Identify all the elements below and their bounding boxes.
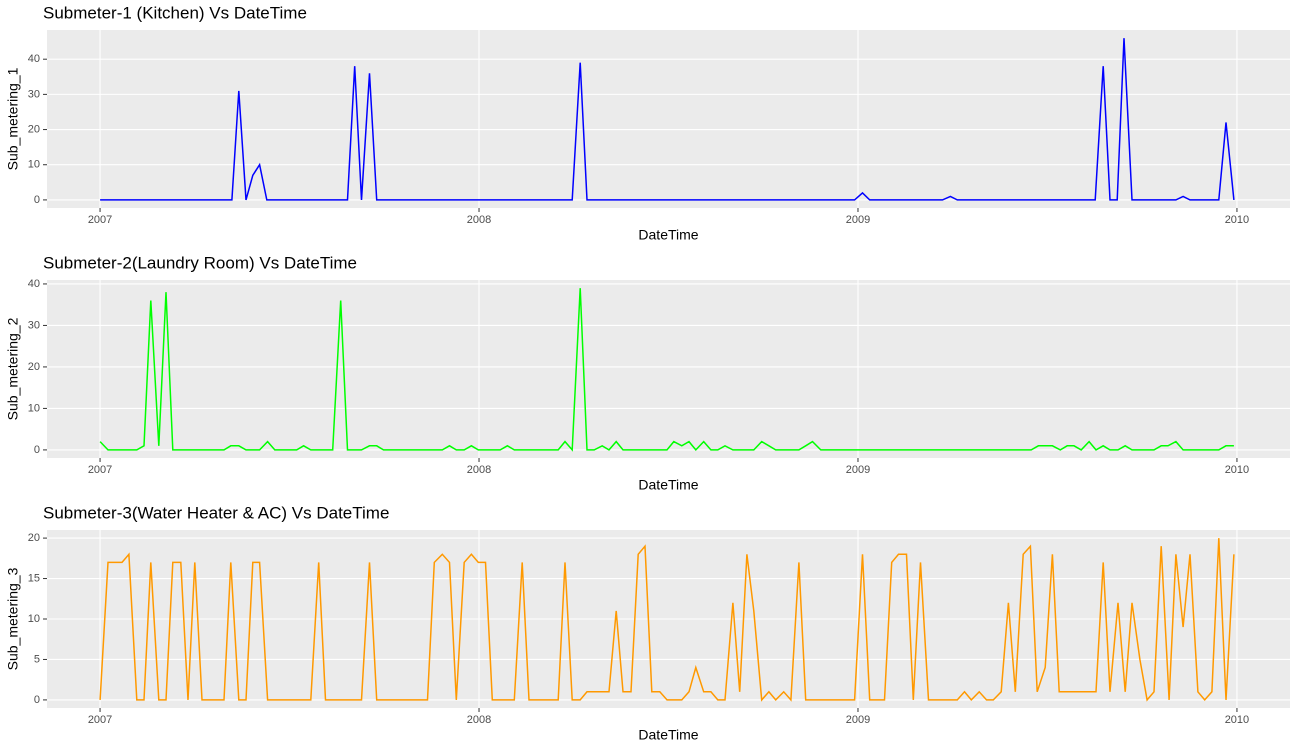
x-tick-label: 2010	[1225, 464, 1249, 476]
y-tick-label: 0	[34, 694, 40, 706]
chart-title: Submeter-1 (Kitchen) Vs DateTime	[43, 3, 307, 22]
y-tick-label: 10	[28, 159, 40, 171]
y-tick-label: 0	[34, 194, 40, 206]
y-tick-label: 40	[28, 278, 40, 290]
data-line	[99, 288, 1234, 452]
x-tick-label: 2010	[1225, 714, 1249, 726]
x-tick-label: 2007	[88, 714, 112, 726]
x-axis-title: DateTime	[638, 477, 698, 493]
chart-title: Submeter-3(Water Heater & AC) Vs DateTim…	[43, 503, 389, 522]
data-line	[99, 538, 1235, 702]
y-tick-label: 15	[28, 572, 40, 584]
y-tick-label: 20	[28, 361, 40, 373]
y-tick-label: 30	[28, 88, 40, 100]
x-tick-label: 2008	[467, 714, 491, 726]
x-tick-label: 2008	[467, 214, 491, 226]
y-tick-label: 20	[28, 123, 40, 135]
y-tick-label: 5	[34, 653, 40, 665]
x-tick-label: 2009	[846, 464, 870, 476]
y-axis-title: Sub_metering_3	[5, 567, 21, 670]
y-tick-label: 10	[28, 402, 40, 414]
y-axis-title: Sub_metering_1	[5, 67, 21, 170]
x-axis-title: DateTime	[638, 227, 698, 243]
x-tick-label: 2008	[467, 464, 491, 476]
y-tick-label: 40	[28, 53, 40, 65]
x-tick-label: 2009	[846, 214, 870, 226]
chart-title: Submeter-2(Laundry Room) Vs DateTime	[43, 253, 357, 272]
y-tick-label: 20	[28, 532, 40, 544]
x-axis-title: DateTime	[638, 727, 698, 743]
x-tick-label: 2010	[1225, 214, 1249, 226]
x-tick-label: 2007	[88, 464, 112, 476]
y-tick-label: 30	[28, 319, 40, 331]
plot-panel	[47, 280, 1290, 458]
y-tick-label: 10	[28, 613, 40, 625]
data-line	[100, 38, 1235, 201]
x-tick-label: 2009	[846, 714, 870, 726]
x-tick-label: 2007	[88, 214, 112, 226]
y-axis-title: Sub_metering_2	[5, 317, 21, 420]
y-tick-label: 0	[34, 444, 40, 456]
